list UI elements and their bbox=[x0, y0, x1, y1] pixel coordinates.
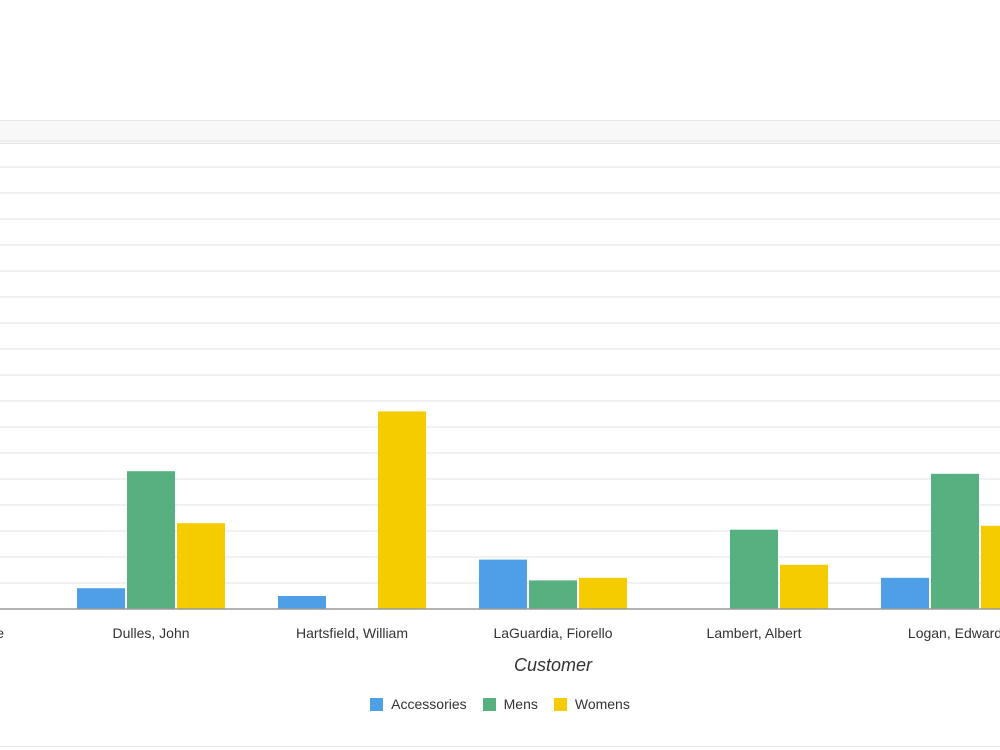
bar-accessories-3[interactable] bbox=[479, 559, 527, 609]
bar-chart: e Dulles, John Hartsfield, William LaGuardi… bbox=[0, 140, 1000, 675]
legend: Accessories Mens Womens bbox=[0, 693, 1000, 715]
legend-swatch bbox=[553, 697, 567, 711]
gridlines bbox=[0, 140, 1000, 584]
legend-label: Womens bbox=[574, 696, 630, 712]
bar-mens-1[interactable] bbox=[127, 471, 175, 609]
x-axis-title: Customer bbox=[514, 655, 593, 675]
bar-accessories-2[interactable] bbox=[278, 596, 326, 609]
x-tick-label: Dulles, John bbox=[112, 625, 189, 641]
legend-swatch bbox=[482, 697, 496, 711]
bar-accessories-5[interactable] bbox=[881, 577, 929, 609]
legend-label: Accessories bbox=[391, 696, 467, 712]
bar-womens-4[interactable] bbox=[780, 564, 828, 609]
bar-womens-5[interactable] bbox=[981, 525, 1000, 609]
bar-mens-3[interactable] bbox=[529, 580, 577, 609]
legend-label: Mens bbox=[503, 696, 538, 712]
x-tick-label: e bbox=[0, 625, 4, 641]
bar-mens-4[interactable] bbox=[730, 529, 778, 609]
legend-swatch bbox=[370, 697, 384, 711]
bar-womens-3[interactable] bbox=[579, 577, 627, 609]
bar-accessories-1[interactable] bbox=[77, 588, 125, 609]
bottom-rule bbox=[0, 746, 1000, 747]
x-tick-label: Logan, Edward bbox=[908, 625, 1000, 641]
bar-mens-5[interactable] bbox=[931, 473, 979, 609]
legend-item-mens[interactable]: Mens bbox=[482, 696, 538, 712]
legend-item-womens[interactable]: Womens bbox=[553, 696, 630, 712]
x-tick-label: LaGuardia, Fiorello bbox=[493, 625, 612, 641]
x-tick-label: Lambert, Albert bbox=[707, 625, 802, 641]
bar-womens-2[interactable] bbox=[378, 411, 426, 609]
x-tick-labels: e Dulles, John Hartsfield, William LaGuardi… bbox=[0, 625, 1000, 641]
x-tick-label: Hartsfield, William bbox=[296, 625, 408, 641]
legend-item-accessories[interactable]: Accessories bbox=[370, 696, 467, 712]
bars bbox=[77, 411, 1000, 609]
header-band bbox=[0, 120, 1000, 144]
bar-womens-1[interactable] bbox=[177, 523, 225, 609]
